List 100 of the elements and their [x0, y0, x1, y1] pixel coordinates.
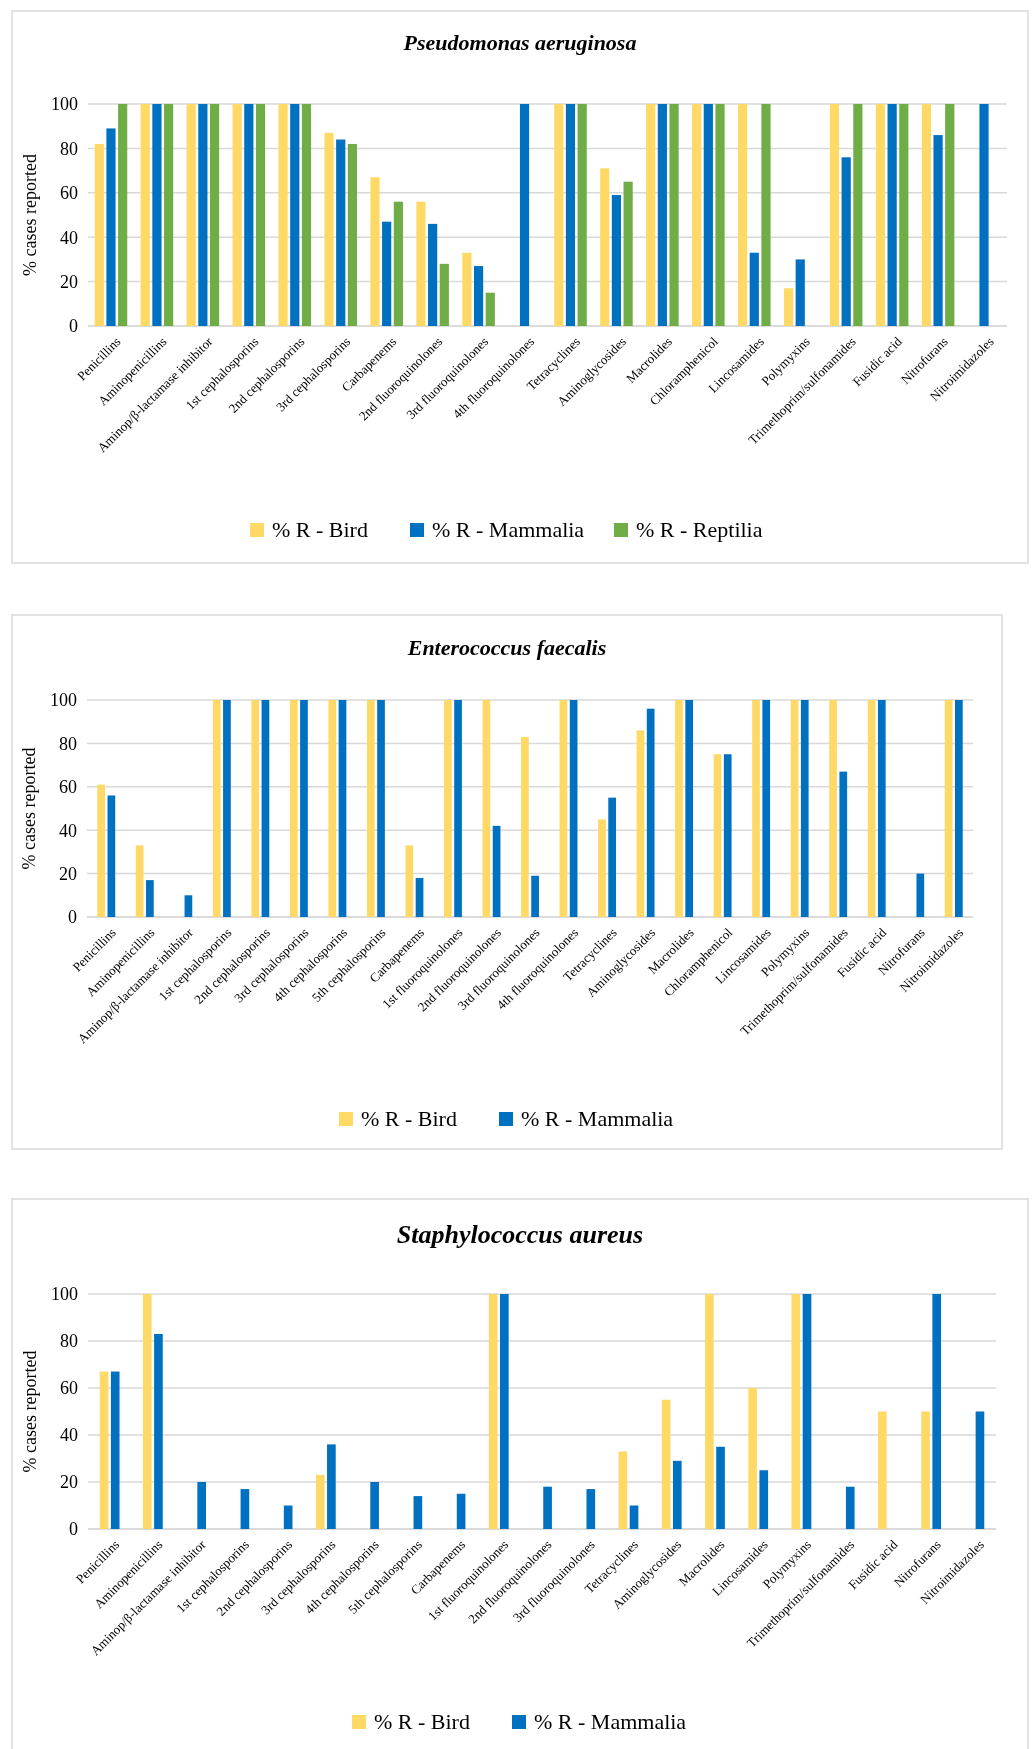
bar — [853, 104, 863, 326]
bar — [370, 1482, 379, 1529]
bar — [945, 104, 955, 326]
bar — [790, 700, 799, 917]
bar — [456, 1493, 466, 1529]
bar — [543, 1486, 552, 1529]
bar — [618, 1451, 628, 1529]
bar — [975, 1411, 985, 1529]
bar — [324, 132, 334, 326]
bar — [979, 104, 989, 326]
bar — [328, 700, 337, 917]
bar — [240, 1489, 250, 1529]
bar — [154, 1333, 163, 1529]
bar — [933, 135, 943, 326]
y-tick-label: 100 — [51, 94, 78, 115]
bar — [485, 292, 495, 326]
bar — [586, 1489, 596, 1529]
bar — [685, 700, 694, 917]
bar — [646, 708, 655, 917]
bar — [921, 1411, 930, 1529]
y-tick-label: 100 — [50, 690, 77, 711]
bar — [761, 104, 771, 326]
bar — [646, 104, 656, 326]
bar — [377, 700, 385, 917]
bar — [110, 1371, 120, 1529]
bar — [146, 880, 154, 917]
bar — [921, 104, 931, 326]
bar — [382, 221, 392, 326]
bar — [405, 845, 414, 917]
bar — [623, 181, 633, 326]
bar — [336, 139, 346, 326]
bar — [569, 700, 578, 917]
y-tick-label: 80 — [60, 1331, 78, 1352]
y-tick-label: 60 — [60, 183, 78, 204]
y-tick-label: 0 — [69, 316, 78, 337]
bar — [232, 104, 242, 326]
bar — [611, 195, 622, 326]
bar — [278, 104, 288, 326]
bar — [327, 1444, 336, 1529]
bar — [839, 771, 848, 917]
bar — [875, 104, 886, 326]
bar — [932, 1294, 942, 1529]
bar — [164, 104, 174, 326]
bar — [577, 104, 587, 326]
bar — [916, 873, 925, 917]
bar — [887, 104, 897, 326]
bar — [598, 819, 606, 917]
bar — [366, 700, 375, 917]
bar — [338, 700, 347, 917]
bar — [675, 700, 683, 917]
y-tick-label: 0 — [69, 1519, 78, 1540]
bar — [99, 1371, 109, 1529]
bar — [301, 104, 312, 326]
bar — [94, 143, 104, 326]
bar — [657, 104, 667, 326]
legend-label: % R - Mammalia — [521, 1106, 674, 1131]
bar — [954, 700, 963, 917]
legend-label: % R - Reptilia — [636, 517, 763, 542]
bar — [289, 700, 298, 917]
bar — [878, 1411, 887, 1529]
bar — [600, 168, 610, 326]
bar — [661, 1399, 671, 1529]
y-tick-label: 80 — [59, 733, 77, 754]
bar — [636, 730, 645, 917]
legend-label: % R - Bird — [361, 1106, 457, 1131]
bar — [759, 1470, 769, 1529]
bar — [255, 104, 266, 326]
bar — [416, 201, 426, 326]
y-axis-title: % cases reported — [19, 747, 39, 870]
y-tick-label: 40 — [60, 1425, 78, 1446]
bar — [142, 1294, 152, 1529]
y-tick-label: 80 — [60, 138, 78, 159]
bar — [519, 104, 530, 326]
bar — [488, 1294, 498, 1529]
bar — [415, 877, 424, 917]
bar — [212, 700, 221, 917]
bar — [300, 700, 308, 917]
bar — [106, 128, 116, 326]
bar — [783, 288, 794, 326]
bar — [629, 1505, 639, 1529]
bar — [315, 1474, 325, 1529]
y-tick-label: 20 — [60, 271, 78, 292]
legend-label: % R - Bird — [374, 1709, 470, 1734]
bar — [867, 700, 876, 917]
bar — [944, 700, 953, 917]
bar — [737, 104, 748, 326]
bar — [531, 875, 539, 917]
y-axis-title: % cases reported — [20, 154, 40, 276]
bar — [791, 1294, 801, 1529]
bar — [748, 1388, 757, 1529]
bar — [347, 143, 358, 326]
y-tick-label: 0 — [68, 907, 77, 928]
y-tick-label: 60 — [60, 1378, 78, 1399]
chart-title: Staphylococcus aureus — [396, 1220, 644, 1249]
y-tick-label: 40 — [59, 820, 77, 841]
legend-label: % R - Mammalia — [534, 1709, 687, 1734]
bar — [559, 700, 568, 917]
bar — [244, 104, 254, 326]
bar — [802, 1294, 812, 1529]
bar — [482, 700, 491, 917]
